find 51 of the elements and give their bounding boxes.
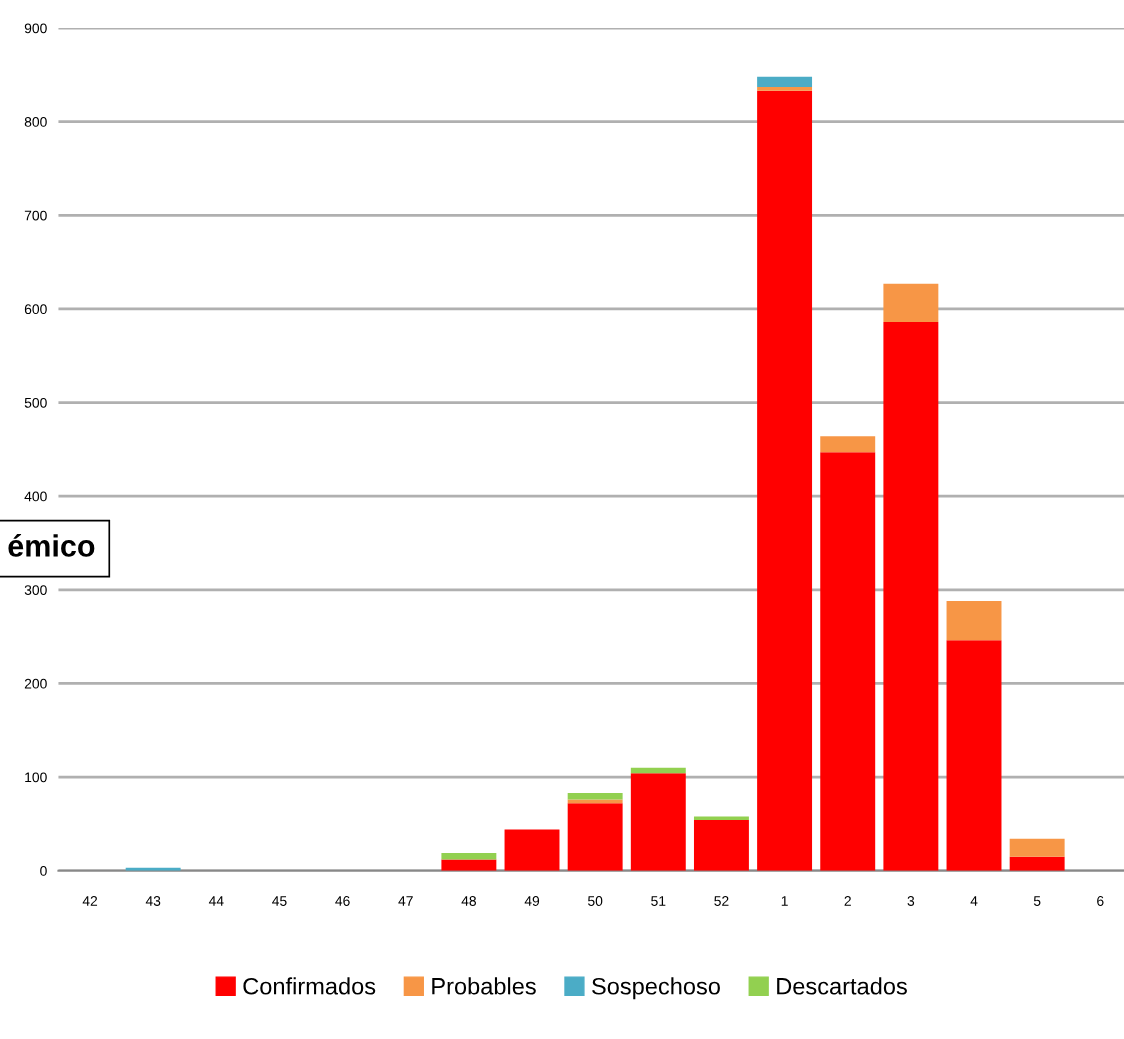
y-tick-label: 800 <box>24 117 47 127</box>
bar <box>883 283 939 323</box>
y-tick-label: 300 <box>24 585 47 595</box>
x-tick-label: 45 <box>272 896 287 906</box>
annotation: émico <box>8 534 95 557</box>
x-tick-label: 48 <box>461 896 476 906</box>
y-tick-label: 400 <box>24 491 47 502</box>
y-tick-label: 0 <box>40 866 47 876</box>
y-tick-label: 700 <box>24 210 47 221</box>
y-tick-label: 100 <box>25 772 47 783</box>
x-tick-label: 43 <box>145 896 161 906</box>
x-tick-label: 49 <box>524 896 540 906</box>
y-tick-label: 600 <box>24 304 47 315</box>
x-tick-label: 6 <box>1097 896 1104 906</box>
x-tick-label: 5 <box>1033 896 1041 906</box>
y-tick-label: 200 <box>24 678 47 689</box>
x-tick-label: 3 <box>907 896 915 906</box>
bar <box>883 322 939 871</box>
x-tick-label: 51 <box>651 896 666 906</box>
x-tick-label: 47 <box>398 896 413 906</box>
x-tick-label: 4 <box>970 896 978 906</box>
x-tick-label: 46 <box>335 896 350 906</box>
bar <box>441 859 497 871</box>
legend-label: Sospechoso <box>592 977 720 1000</box>
bar <box>1009 856 1065 871</box>
bar <box>693 820 749 871</box>
x-tick-label: 44 <box>208 896 224 906</box>
x-tick-label: 42 <box>82 896 98 906</box>
bar <box>630 773 686 871</box>
bar <box>567 803 623 871</box>
bar <box>567 792 623 800</box>
legend-label: Confirmados <box>243 977 376 995</box>
bar <box>946 640 1002 871</box>
bar <box>757 76 813 88</box>
x-tick-label: 1 <box>781 896 788 906</box>
bar <box>693 816 749 821</box>
legend-label: Probables <box>432 977 536 995</box>
bar <box>820 436 876 453</box>
bar <box>946 601 1002 641</box>
bar <box>757 90 813 871</box>
bar <box>757 87 813 91</box>
x-tick-label: 52 <box>714 896 729 906</box>
x-tick-label: 2 <box>844 896 851 906</box>
y-tick-label: 900 <box>24 23 47 34</box>
bar <box>504 829 560 871</box>
legend-label: Descartados <box>777 977 907 995</box>
bar <box>1009 838 1065 857</box>
y-tick-label: 500 <box>24 397 47 408</box>
x-tick-label: 50 <box>587 896 603 906</box>
bar <box>441 852 497 860</box>
bar <box>820 452 876 871</box>
